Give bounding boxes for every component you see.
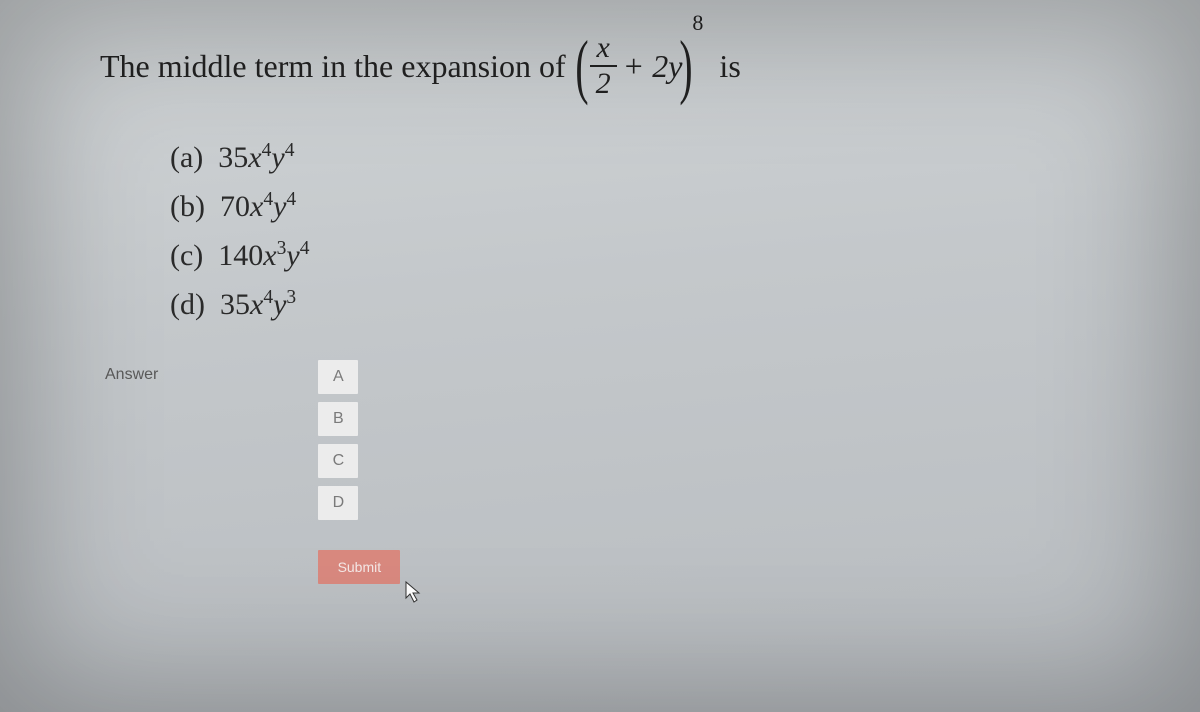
options-list: (a) 35x4y4 (b) 70x4y4 (c) 140x3y4 (d) 35…: [170, 140, 1150, 322]
option-b: (b) 70x4y4: [170, 189, 1150, 224]
option-c-xexp: 3: [277, 238, 287, 259]
option-b-yexp: 4: [286, 189, 296, 210]
option-b-label: (b): [170, 190, 205, 223]
option-d-label: (d): [170, 288, 205, 321]
choice-b-button[interactable]: B: [318, 402, 358, 436]
choice-a-button[interactable]: A: [318, 360, 358, 394]
submit-button[interactable]: Submit: [318, 550, 400, 584]
fraction-numerator: x: [594, 33, 611, 65]
option-d-xexp: 4: [263, 287, 273, 308]
fraction-x-over-2: x 2: [590, 33, 617, 99]
question-text: The middle term in the expansion of ( x …: [100, 30, 1150, 102]
answer-choices: A B C D Submit: [318, 360, 400, 584]
choice-c-button[interactable]: C: [318, 444, 358, 478]
plus-2y-term: + 2y: [623, 48, 683, 85]
option-a-label: (a): [170, 141, 203, 174]
option-a-xexp: 4: [262, 140, 272, 161]
option-b-coef: 70: [220, 190, 250, 223]
option-d-yexp: 3: [286, 287, 296, 308]
answer-section: Answer A B C D Submit: [100, 360, 1150, 584]
option-c-label: (c): [170, 239, 203, 272]
question-suffix: is: [703, 48, 740, 85]
option-d-coef: 35: [220, 288, 250, 321]
choice-d-button[interactable]: D: [318, 486, 358, 520]
option-a-coef: 35: [218, 141, 248, 174]
option-b-xexp: 4: [263, 189, 273, 210]
option-c-coef: 140: [218, 239, 263, 272]
right-paren: ): [680, 30, 693, 102]
answer-label: Answer: [105, 366, 158, 384]
option-d: (d) 35x4y3: [170, 287, 1150, 322]
fraction-denominator: 2: [590, 65, 617, 99]
option-a-yexp: 4: [285, 140, 295, 161]
left-paren: (: [575, 30, 588, 102]
option-c: (c) 140x3y4: [170, 238, 1150, 273]
outer-exponent: 8: [692, 10, 703, 36]
question-prefix: The middle term in the expansion of: [100, 48, 574, 85]
expression-parentheses: ( x 2 + 2y ): [578, 30, 691, 102]
option-a: (a) 35x4y4: [170, 140, 1150, 175]
option-c-yexp: 4: [300, 238, 310, 259]
